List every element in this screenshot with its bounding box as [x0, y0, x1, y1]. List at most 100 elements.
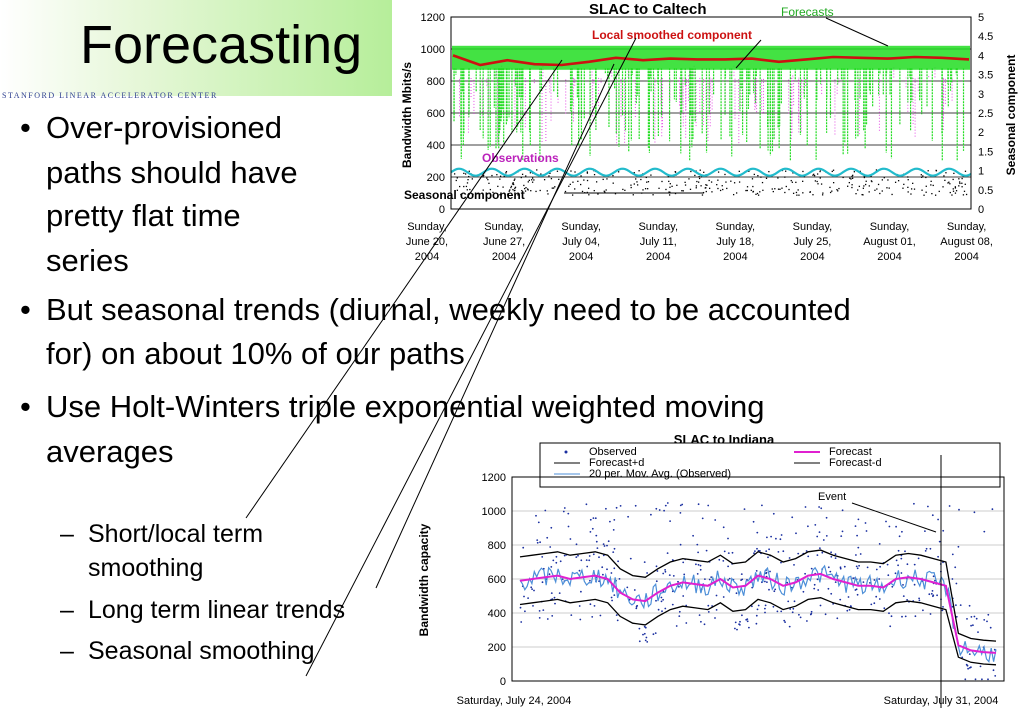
observed-point: [705, 549, 708, 552]
low-point: [757, 194, 760, 196]
bullet-text: series: [46, 243, 129, 278]
low-point: [574, 188, 576, 190]
low-point: [757, 174, 759, 177]
observed-point: [924, 530, 926, 532]
observed-point: [816, 578, 819, 581]
low-point: [864, 183, 867, 186]
low-point: [837, 190, 839, 192]
low-point: [961, 186, 963, 188]
low-point: [907, 176, 909, 178]
low-point: [725, 181, 727, 183]
low-point: [595, 181, 598, 183]
low-point: [512, 183, 514, 185]
observed-point: [890, 615, 893, 618]
legend-label: Forecast: [829, 446, 872, 458]
observed-point: [827, 566, 830, 569]
observed-point: [866, 566, 869, 569]
observed-point: [970, 616, 973, 618]
low-point: [888, 187, 890, 189]
observed-point: [683, 573, 686, 576]
observed-point: [873, 579, 876, 581]
observed-point: [979, 665, 982, 668]
observed-point: [563, 507, 566, 509]
observed-point: [931, 514, 934, 517]
observed-point: [643, 561, 646, 563]
low-point: [910, 188, 913, 190]
low-point: [738, 181, 741, 183]
observed-point: [722, 596, 725, 598]
low-point: [819, 177, 821, 179]
observed-point: [752, 520, 755, 523]
observed-point: [856, 593, 859, 596]
legend-label: 20 per. Mov. Avg. (Observed): [589, 468, 731, 480]
low-point: [759, 191, 761, 193]
low-point: [730, 180, 732, 182]
observed-point: [664, 570, 667, 573]
low-point: [927, 170, 929, 172]
y-tick-label: 1000: [421, 44, 445, 56]
observed-point: [788, 625, 791, 628]
low-point: [705, 184, 707, 186]
observed-point: [883, 607, 886, 610]
observed-point: [638, 640, 641, 643]
observed-point: [772, 605, 775, 608]
bullet-text: Use Holt-Winters triple exponential weig…: [46, 389, 765, 424]
observed-point: [613, 567, 616, 570]
x-tick-line: Sunday,: [561, 221, 601, 233]
observed-point: [852, 577, 855, 580]
observed-point: [759, 550, 761, 552]
observed-point: [973, 615, 976, 618]
observed-point: [592, 517, 595, 519]
observed-point: [548, 573, 551, 576]
low-point: [874, 189, 876, 191]
observed-point: [793, 564, 795, 566]
observed-point: [918, 599, 921, 602]
observed-point: [634, 504, 637, 507]
low-point: [862, 194, 864, 196]
observed-point: [841, 530, 844, 533]
observed-point: [830, 592, 833, 595]
annotation-observations: Observations: [482, 151, 559, 165]
observed-point: [755, 614, 758, 617]
low-point: [735, 192, 738, 194]
low-point: [682, 190, 684, 192]
low-point: [779, 188, 781, 190]
observed-point: [669, 520, 671, 522]
observed-point: [682, 595, 685, 597]
observed-point: [937, 555, 939, 558]
x-tick-line: July 25,: [793, 236, 831, 248]
observed-point: [612, 529, 615, 531]
low-point: [671, 185, 673, 188]
observed-point: [894, 572, 897, 575]
low-point: [891, 193, 893, 196]
low-point: [512, 182, 514, 184]
low-point: [868, 185, 870, 187]
observed-point: [520, 621, 523, 623]
low-point: [942, 186, 944, 188]
low-point: [524, 190, 527, 192]
observed-point: [825, 516, 828, 519]
low-point: [569, 183, 571, 186]
low-point: [756, 192, 759, 195]
low-point: [690, 170, 692, 173]
observed-point: [561, 578, 564, 580]
observed-point: [714, 617, 716, 619]
bullet-text: Over-provisioned: [46, 110, 283, 145]
observed-point: [792, 607, 795, 610]
low-point: [748, 170, 750, 172]
observed-point: [972, 624, 974, 627]
observed-point: [977, 631, 979, 633]
low-point: [920, 176, 923, 178]
low-point: [907, 186, 909, 189]
observed-point: [928, 593, 931, 596]
low-point: [949, 191, 951, 194]
low-point: [883, 177, 885, 179]
low-point: [617, 171, 620, 173]
low-point: [646, 181, 648, 183]
low-point: [499, 178, 501, 180]
observed-point: [591, 527, 594, 530]
low-point: [468, 175, 470, 178]
low-point: [852, 174, 854, 177]
observed-point: [788, 557, 791, 559]
low-point: [920, 174, 922, 176]
